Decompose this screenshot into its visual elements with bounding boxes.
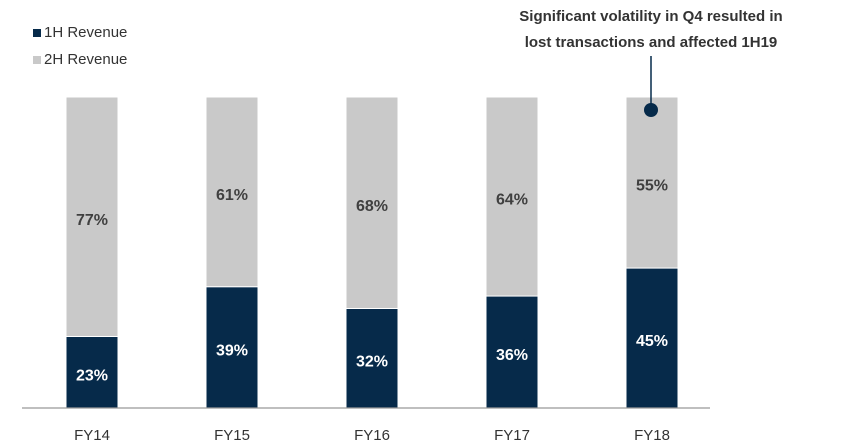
legend-swatch	[33, 29, 41, 37]
data-label: 39%	[216, 343, 248, 360]
x-tick-label: FY18	[634, 427, 670, 444]
annotation-line: Significant volatility in Q4 resulted in	[519, 8, 782, 25]
data-label: 55%	[636, 178, 668, 195]
bar-segment	[625, 96, 679, 269]
data-label: 23%	[76, 367, 108, 384]
data-label: 64%	[496, 192, 528, 209]
data-label: 77%	[76, 212, 108, 229]
data-label: 68%	[356, 198, 388, 215]
bar-segment	[65, 96, 119, 337]
bar-segment	[345, 96, 399, 309]
annotation-dot	[644, 103, 658, 117]
bar-segment	[205, 96, 259, 288]
data-label: 32%	[356, 353, 388, 370]
data-label: 61%	[216, 187, 248, 204]
data-label: 36%	[496, 347, 528, 364]
x-tick-label: FY16	[354, 427, 390, 444]
legend-label: 2H Revenue	[44, 51, 127, 68]
x-tick-label: FY17	[494, 427, 530, 444]
annotation-line: lost transactions and affected 1H19	[525, 34, 778, 51]
legend-label: 1H Revenue	[44, 24, 127, 41]
x-tick-label: FY14	[74, 427, 110, 444]
bar-segment	[65, 335, 119, 409]
legend-swatch	[33, 56, 41, 64]
bar-segment	[485, 96, 539, 297]
data-label: 45%	[636, 333, 668, 350]
x-tick-label: FY15	[214, 427, 250, 444]
